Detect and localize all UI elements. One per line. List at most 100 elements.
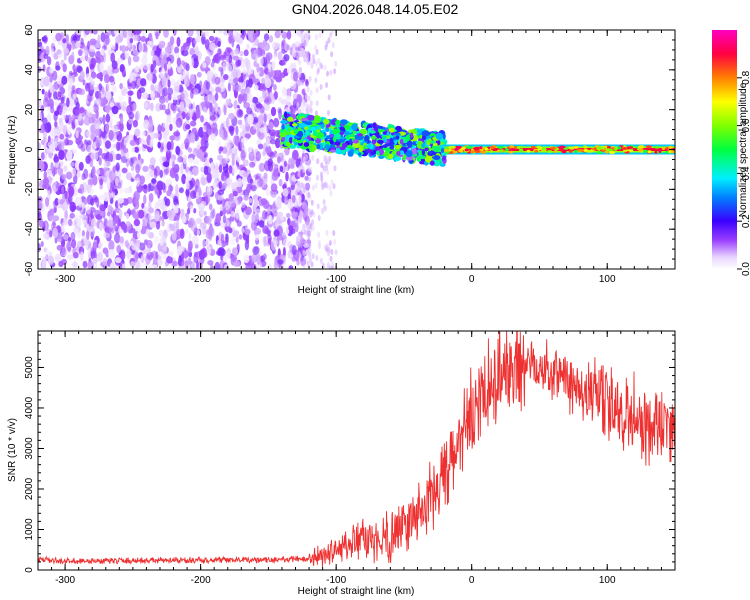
noise-cell <box>241 30 245 36</box>
noise-cell <box>285 95 291 102</box>
noise-cell <box>158 229 164 237</box>
noise-cell <box>270 131 276 141</box>
noise-cell <box>124 52 130 60</box>
noise-cell <box>208 35 215 42</box>
noise-cell <box>134 65 140 73</box>
noise-cell <box>83 239 90 246</box>
noise-cell <box>331 42 335 49</box>
noise-cell <box>57 167 64 176</box>
noise-cell <box>155 220 161 230</box>
noise-cell <box>140 35 147 43</box>
noise-cell <box>62 63 67 73</box>
noise-cell <box>175 184 179 195</box>
noise-cell <box>43 170 48 180</box>
noise-cell <box>92 257 98 264</box>
band-cell <box>534 149 539 153</box>
noise-cell <box>139 175 146 184</box>
transition-cell <box>280 120 288 124</box>
noise-cell <box>163 30 169 38</box>
noise-cell <box>73 174 78 185</box>
noise-cell <box>317 67 320 74</box>
noise-cell <box>298 50 302 57</box>
noise-cell <box>61 258 67 265</box>
noise-cell <box>134 196 139 206</box>
noise-cell <box>206 70 214 79</box>
noise-cell <box>158 189 162 196</box>
noise-cell <box>199 80 203 88</box>
noise-cell <box>150 90 156 100</box>
x-tick-label: -200 <box>191 575 211 586</box>
noise-cell <box>40 152 45 161</box>
band-cell <box>497 145 504 149</box>
noise-cell <box>262 225 269 234</box>
noise-cell <box>275 137 281 149</box>
noise-cell <box>226 47 232 54</box>
spectrogram-y-ticks: -60 -40 -20 0 20 40 60 <box>24 24 675 276</box>
noise-cell <box>89 38 97 45</box>
noise-cell <box>103 173 108 184</box>
noise-cell <box>195 108 201 119</box>
transition-cell <box>281 124 285 130</box>
noise-cell <box>178 255 182 267</box>
noise-cell <box>252 76 257 82</box>
noise-cell <box>147 40 152 47</box>
noise-cell <box>277 51 283 61</box>
noise-cell <box>104 124 109 132</box>
transition-cell <box>432 142 438 147</box>
y-tick-label: -20 <box>24 182 35 197</box>
noise-cell <box>270 139 277 145</box>
noise-cell <box>205 238 210 248</box>
noise-cell <box>176 219 180 231</box>
noise-cell <box>180 142 186 150</box>
noise-cell <box>304 182 311 191</box>
noise-cell <box>288 225 294 232</box>
noise-cell <box>267 158 273 167</box>
noise-cell <box>196 229 200 235</box>
noise-cell <box>149 157 156 166</box>
noise-cell <box>286 30 292 40</box>
noise-cell <box>54 99 59 108</box>
noise-cell <box>214 92 219 101</box>
noise-cell <box>60 244 66 256</box>
noise-cell <box>236 157 241 163</box>
noise-cell <box>306 261 310 268</box>
noise-cell <box>200 166 205 173</box>
transition-cell <box>339 146 346 151</box>
noise-cell <box>314 182 318 189</box>
noise-cell <box>296 55 300 62</box>
noise-cell <box>183 249 188 259</box>
band-cell <box>638 148 644 152</box>
transition-cell <box>289 144 296 149</box>
noise-cell <box>143 63 150 70</box>
band-cell <box>519 148 524 152</box>
noise-cell <box>277 259 284 265</box>
noise-cell <box>105 90 112 101</box>
noise-cell <box>299 33 305 39</box>
noise-cell <box>200 101 207 108</box>
noise-cell <box>62 234 69 240</box>
noise-cell <box>280 215 284 222</box>
noise-cell <box>87 93 92 103</box>
band-cell <box>654 150 658 154</box>
noise-cell <box>297 180 300 187</box>
noise-cell <box>179 150 183 156</box>
noise-cell <box>297 171 301 178</box>
noise-cell <box>162 130 168 140</box>
noise-cell <box>168 93 172 101</box>
noise-cell <box>237 177 243 188</box>
noise-cell <box>217 48 222 55</box>
spectrogram-x-label: Height of straight line (km) <box>298 285 415 296</box>
noise-cell <box>115 257 122 264</box>
noise-cell <box>290 158 296 166</box>
noise-cell <box>134 147 139 154</box>
noise-cell <box>57 236 63 243</box>
noise-cell <box>326 262 330 269</box>
noise-cell <box>315 87 319 94</box>
noise-cell <box>144 102 148 109</box>
noise-cell <box>320 171 323 178</box>
noise-cell <box>299 189 303 196</box>
noise-cell <box>256 254 261 265</box>
noise-cell <box>319 84 323 90</box>
noise-cell <box>325 82 329 88</box>
noise-cell <box>292 149 299 161</box>
